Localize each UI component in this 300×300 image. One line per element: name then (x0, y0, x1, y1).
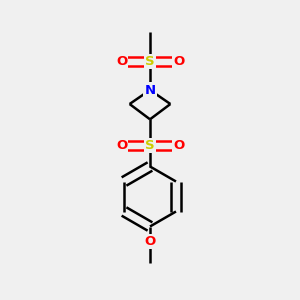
Text: O: O (116, 55, 127, 68)
Text: O: O (144, 235, 156, 248)
Text: N: N (144, 83, 156, 97)
Text: S: S (145, 55, 155, 68)
Text: O: O (173, 55, 184, 68)
Text: O: O (116, 139, 127, 152)
Text: S: S (145, 139, 155, 152)
Text: O: O (173, 139, 184, 152)
